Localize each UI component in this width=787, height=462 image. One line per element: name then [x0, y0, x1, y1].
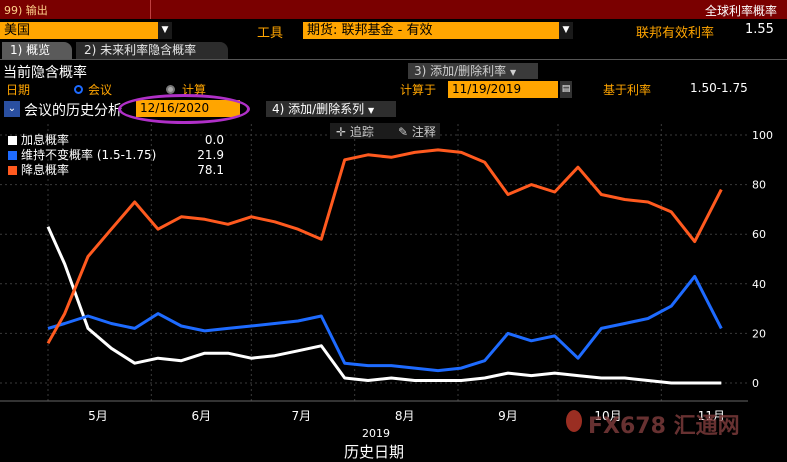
title-divider	[150, 0, 151, 19]
x-axis-title: 历史日期	[344, 443, 405, 461]
y-tick-label: 60	[752, 228, 766, 241]
based-on-label: 基于利率	[603, 83, 652, 97]
x-tick-label: 11月	[698, 409, 725, 423]
series-line	[47, 274, 723, 373]
annotate-button[interactable]: ✎ 注释	[398, 123, 436, 140]
chevron-down-icon: ▼	[510, 68, 517, 77]
x-tick-label: 8月	[395, 409, 415, 423]
highlight-ellipse	[118, 94, 250, 124]
radio-meeting[interactable]	[74, 85, 83, 94]
x-axis-ticks: 5月 6月 7月 8月 9月 10月 11月	[88, 409, 725, 423]
watermark-logo-icon	[566, 410, 582, 432]
annotate-label: 注释	[411, 125, 436, 139]
y-tick-label: 20	[752, 327, 766, 340]
legend-value: 21.9	[197, 148, 224, 162]
crosshair-icon: ✛	[336, 125, 347, 139]
y-axis-ticks: 0 20 40 60 80 100	[752, 129, 773, 390]
chart-series	[46, 148, 723, 385]
section-title: 当前隐含概率	[3, 65, 87, 81]
futures-select[interactable]: 期货: 联邦基金 - 有效 ▼	[303, 22, 573, 39]
legend-item-hike: 加息概率 0.0	[8, 133, 228, 148]
series-line	[46, 226, 722, 385]
legend-label: 降息概率	[21, 163, 70, 177]
y-tick-label: 0	[752, 377, 759, 390]
x-axis-year: 2019	[362, 427, 390, 440]
y-tick-label: 100	[752, 129, 773, 142]
title-bar	[0, 0, 787, 19]
legend-value: 0.0	[204, 133, 224, 147]
window-title: 全球利率概率	[704, 4, 777, 18]
chevron-down-icon[interactable]: ▼	[559, 22, 573, 39]
add-remove-series-label: 4) 添加/删除系列	[272, 102, 365, 116]
chart-grid	[0, 124, 748, 402]
legend-item-hold: 维持不变概率 (1.5-1.75) 21.9	[8, 148, 228, 163]
tab-overview[interactable]: 1) 概览	[2, 42, 72, 59]
legend-value: 78.1	[197, 163, 224, 177]
pencil-icon: ✎	[398, 125, 409, 139]
chevron-down-icon: ▼	[368, 106, 375, 115]
x-tick-label: 6月	[192, 409, 212, 423]
watermark-text: FX678 汇通网	[588, 414, 740, 439]
series-line	[46, 148, 723, 345]
radio-calc[interactable]	[166, 85, 175, 94]
legend-swatch	[8, 151, 17, 160]
radio-meeting-label: 会议	[88, 83, 113, 97]
calc-date-field[interactable]: 11/19/2019	[448, 81, 558, 98]
calendar-icon[interactable]: ▤	[560, 81, 572, 98]
calc-at-label: 计算于	[400, 83, 437, 97]
region-select[interactable]: 美国 ▼	[0, 22, 172, 39]
chart-toolbar	[330, 123, 440, 139]
legend-label: 加息概率	[21, 133, 70, 147]
add-remove-rate-label: 3) 添加/删除利率	[414, 64, 507, 78]
tab-future-rate-probability[interactable]: 2) 未来利率隐含概率	[76, 42, 228, 59]
legend-label: 维持不变概率 (1.5-1.75)	[21, 148, 157, 162]
region-select-value: 美国	[4, 23, 31, 38]
trace-button[interactable]: ✛ 追踪	[336, 123, 374, 140]
history-chart: 0 20 40 60 80 100 5月 6月 7月 8月 9月 10月 11月	[0, 124, 773, 423]
tab-divider	[0, 59, 787, 60]
chart-legend: 加息概率 0.0 维持不变概率 (1.5-1.75) 21.9 降息概率 78.…	[8, 133, 228, 178]
futures-select-value: 期货: 联邦基金 - 有效	[307, 23, 433, 38]
add-remove-rate-button[interactable]: 3) 添加/删除利率 ▼	[408, 63, 538, 79]
legend-swatch	[8, 136, 17, 145]
x-tick-label: 5月	[88, 409, 108, 423]
collapse-chevron-icon[interactable]: ⌄	[4, 101, 20, 117]
based-on-value: 1.50-1.75	[690, 81, 748, 95]
legend-swatch	[8, 166, 17, 175]
output-menu-tab[interactable]: 99) 输出	[4, 4, 48, 17]
history-analysis-label: 会议的历史分析	[24, 103, 122, 119]
effective-rate-label: 联邦有效利率	[636, 26, 715, 41]
legend-item-cut: 降息概率 78.1	[8, 163, 228, 178]
y-tick-label: 80	[752, 179, 766, 192]
x-tick-label: 10月	[594, 409, 621, 423]
effective-rate-value: 1.55	[745, 22, 774, 37]
date-label: 日期	[6, 83, 31, 97]
tools-label[interactable]: 工具	[257, 26, 284, 41]
trace-label: 追踪	[349, 125, 374, 139]
chevron-down-icon[interactable]: ▼	[158, 22, 172, 39]
add-remove-series-button[interactable]: 4) 添加/删除系列 ▼	[266, 101, 396, 117]
y-tick-label: 40	[752, 278, 766, 291]
x-tick-label: 9月	[498, 409, 518, 423]
x-tick-label: 7月	[292, 409, 312, 423]
